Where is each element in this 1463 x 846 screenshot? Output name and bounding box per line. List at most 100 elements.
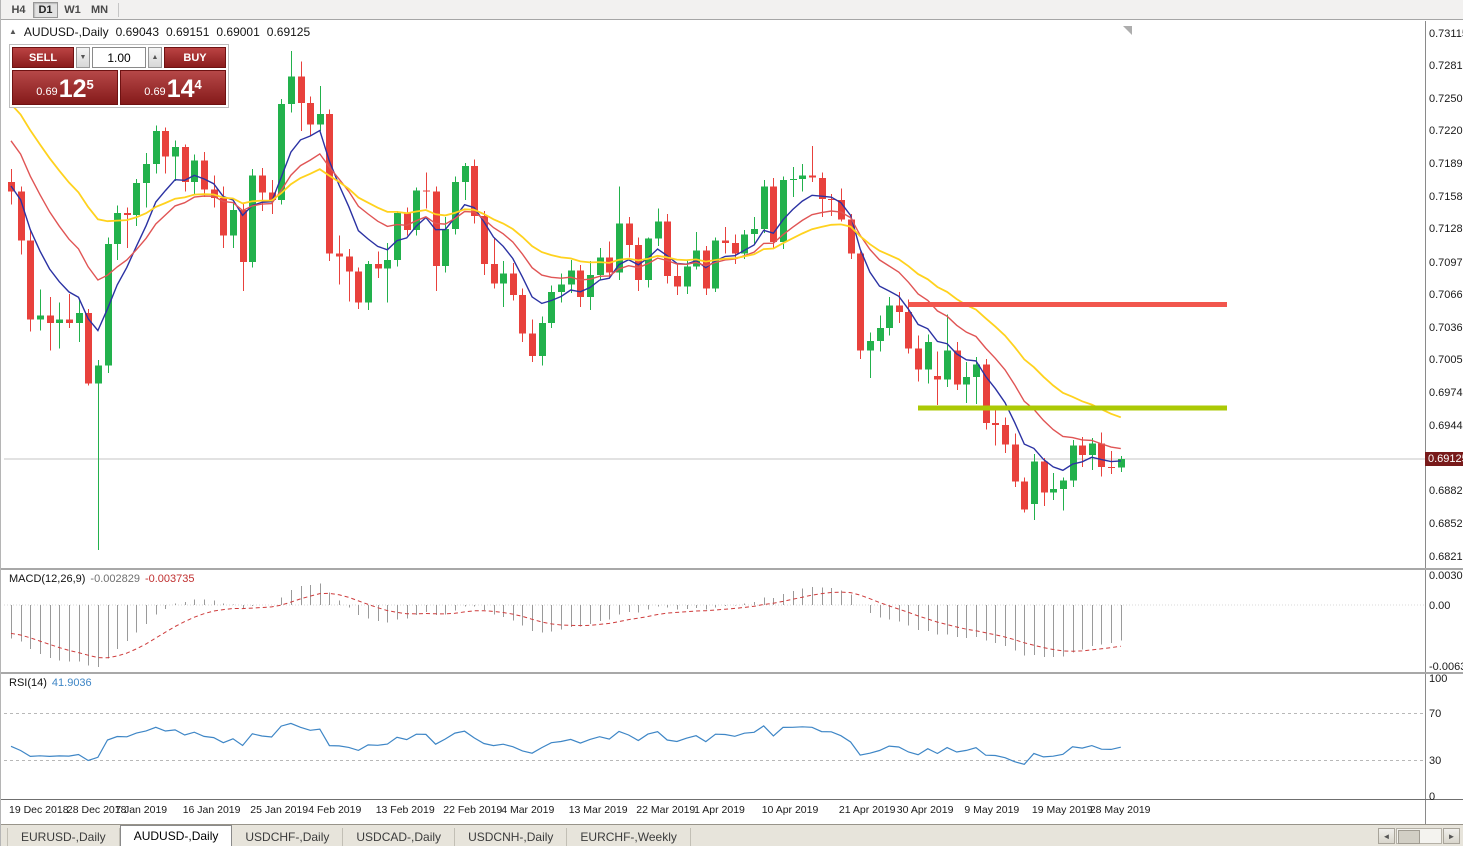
price-tick: 0.69745 <box>1429 387 1463 400</box>
candle-body <box>819 177 826 200</box>
candle-body <box>587 274 594 298</box>
macd-panel-splitter[interactable] <box>1 568 1463 570</box>
moving-average-7-line <box>10 129 1121 472</box>
chart-tab-eurusd-daily[interactable]: EURUSD-,Daily <box>7 828 120 846</box>
one-click-collapse-toggle-icon[interactable]: ▲ <box>9 27 17 36</box>
candle-body <box>269 192 276 201</box>
candle-body <box>1079 445 1086 455</box>
tabbar-scrollbar[interactable]: ◄ ► <box>1378 828 1460 844</box>
tab-scroll-thumb[interactable] <box>1398 830 1420 844</box>
candle-body <box>201 160 208 190</box>
timeframe-button-h4[interactable]: H4 <box>6 2 31 18</box>
chart-tab-bar: EURUSD-,Daily AUDUSD-,Daily USDCHF-,Daily U… <box>1 824 1463 846</box>
candle-body <box>1089 443 1096 455</box>
sell-price-button[interactable]: 0.69 12 5 <box>12 70 118 105</box>
candle-body <box>365 264 372 303</box>
candle-body <box>133 183 140 216</box>
tab-scroll-track[interactable] <box>1396 828 1442 844</box>
chart-shift-marker[interactable] <box>1123 26 1132 35</box>
rsi-indicator-label: RSI(14) 41.9036 <box>9 677 92 689</box>
date-label: 9 May 2019 <box>964 804 1020 816</box>
candle-body <box>1050 489 1057 493</box>
candle-body <box>954 350 961 385</box>
tab-scroll-right-button[interactable]: ► <box>1443 828 1460 844</box>
candle-body <box>1118 458 1125 468</box>
candle-body <box>934 376 941 380</box>
volume-input[interactable] <box>92 47 146 68</box>
candle-body <box>124 213 131 216</box>
buy-button[interactable]: BUY <box>164 47 226 68</box>
candle-body <box>963 377 970 385</box>
candle-body <box>655 221 662 239</box>
candle-body <box>1002 425 1009 445</box>
candle-body <box>1060 480 1067 490</box>
chart-tab-audusd-daily[interactable]: AUDUSD-,Daily <box>119 825 233 846</box>
price-tick: 0.68825 <box>1429 485 1463 498</box>
chart-tab-usdcnh-daily[interactable]: USDCNH-,Daily <box>455 828 568 846</box>
current-price-tag: 0.69125 <box>1425 451 1463 466</box>
candle-body <box>751 228 758 235</box>
candle-body <box>230 209 237 236</box>
candle-body <box>664 221 671 276</box>
candle-body <box>867 340 874 351</box>
date-label: 22 Mar 2019 <box>636 804 696 816</box>
buy-price-button[interactable]: 0.69 14 4 <box>120 70 226 105</box>
candle-body <box>143 163 150 184</box>
sell-button[interactable]: SELL <box>12 47 74 68</box>
timeframe-button-w1[interactable]: W1 <box>60 2 85 18</box>
price-tick: 0.73115 <box>1429 27 1463 40</box>
candle-body <box>1031 461 1038 505</box>
candle-body <box>529 333 536 356</box>
spin-up-icon: ▲ <box>151 54 159 61</box>
candle-body <box>616 223 623 273</box>
candle-body <box>220 198 227 236</box>
candle-body <box>828 199 835 201</box>
candle-body <box>741 234 748 254</box>
ask-price-prefix: 0.69 <box>144 86 166 98</box>
price-tick: 0.71585 <box>1429 190 1463 203</box>
candle-body <box>18 191 25 241</box>
timeframe-button-d1[interactable]: D1 <box>33 1 58 18</box>
date-label: 13 Mar 2019 <box>568 804 628 816</box>
candle-body <box>375 264 382 269</box>
date-label: 21 Apr 2019 <box>838 804 896 816</box>
rsi-panel-splitter[interactable] <box>1 672 1463 674</box>
candle-body <box>433 191 440 267</box>
candle-body <box>355 271 362 303</box>
ohlc-high-value: 0.69151 <box>166 25 210 39</box>
ohlc-close-value: 0.69125 <box>266 25 311 39</box>
date-label: 22 Feb 2019 <box>443 804 503 816</box>
chart-tab-usdchf-daily[interactable]: USDCHF-,Daily <box>232 828 344 846</box>
date-label: 25 Jan 2019 <box>250 804 309 816</box>
rsi-name: RSI(14) <box>9 677 47 689</box>
chart-tab-eurchf-weekly[interactable]: EURCHF-,Weekly <box>567 828 691 846</box>
bid-price-prefix: 0.69 <box>36 86 58 98</box>
timeframe-button-mn[interactable]: MN <box>87 2 112 18</box>
candle-body <box>259 175 266 193</box>
candle-body <box>56 319 63 323</box>
candle-body <box>674 275 681 287</box>
candle-body <box>973 364 980 378</box>
chart-tab-usdcad-daily[interactable]: USDCAD-,Daily <box>343 828 456 846</box>
candle-body <box>539 322 546 356</box>
candle-body <box>597 257 604 275</box>
candle-body <box>27 240 34 320</box>
candle-body <box>877 328 884 341</box>
candle-body <box>510 273 517 295</box>
price-tick: 0.70665 <box>1429 289 1463 301</box>
volume-decrease-button[interactable]: ▼ <box>76 47 90 68</box>
candle-body <box>326 113 333 254</box>
candle-body <box>992 423 999 426</box>
candle-body <box>519 295 526 334</box>
candle-body <box>288 76 295 105</box>
tab-scroll-left-button[interactable]: ◄ <box>1378 828 1395 844</box>
volume-increase-button[interactable]: ▲ <box>148 47 162 68</box>
candle-body <box>172 146 179 157</box>
candle-body <box>336 253 343 257</box>
